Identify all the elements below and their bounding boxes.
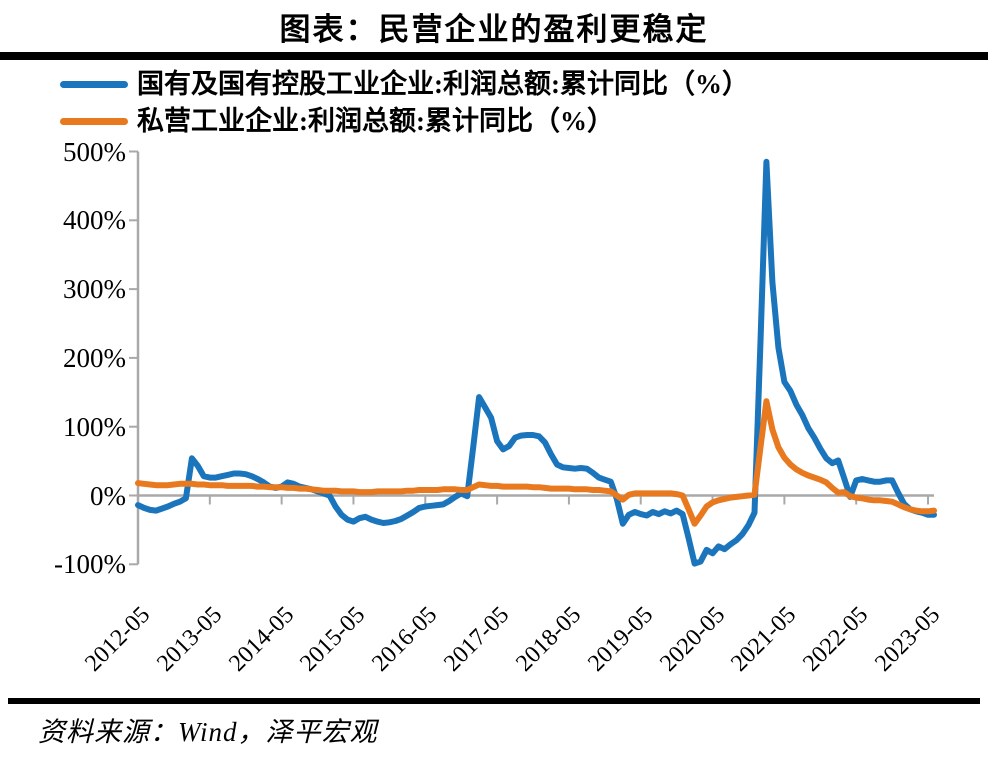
legend-label-soe: 国有及国有控股工业企业:利润总额:累计同比（%） — [137, 69, 749, 99]
bottom-rule — [8, 698, 980, 704]
private-line-swatch — [60, 118, 128, 125]
y-axis-label: 200% — [63, 342, 126, 373]
y-axis-label: 300% — [63, 274, 126, 305]
y-axis-label: 0% — [90, 480, 126, 511]
legend-item-private: 私营工业企业:利润总额:累计同比（%） — [60, 103, 960, 140]
chart-title: 图表：民营企业的盈利更稳定 — [279, 12, 709, 47]
legend-label-private: 私营工业企业:利润总额:累计同比（%） — [137, 106, 614, 136]
series-line — [135, 398, 937, 527]
y-axis-label: -100% — [54, 549, 126, 580]
legend-item-soe: 国有及国有控股工业企业:利润总额:累计同比（%） — [60, 66, 960, 103]
source-note: 资料来源：Wind，泽平宏观 — [38, 717, 378, 747]
soe-line-swatch — [60, 81, 128, 88]
series-line — [135, 158, 937, 567]
legend: 国有及国有控股工业企业:利润总额:累计同比（%） 私营工业企业:利润总额:累计同… — [60, 66, 960, 140]
y-axis-label: 100% — [63, 411, 126, 442]
y-axis-label: 500% — [63, 136, 126, 167]
top-rule — [0, 52, 988, 60]
y-axis-label: 400% — [63, 205, 126, 236]
